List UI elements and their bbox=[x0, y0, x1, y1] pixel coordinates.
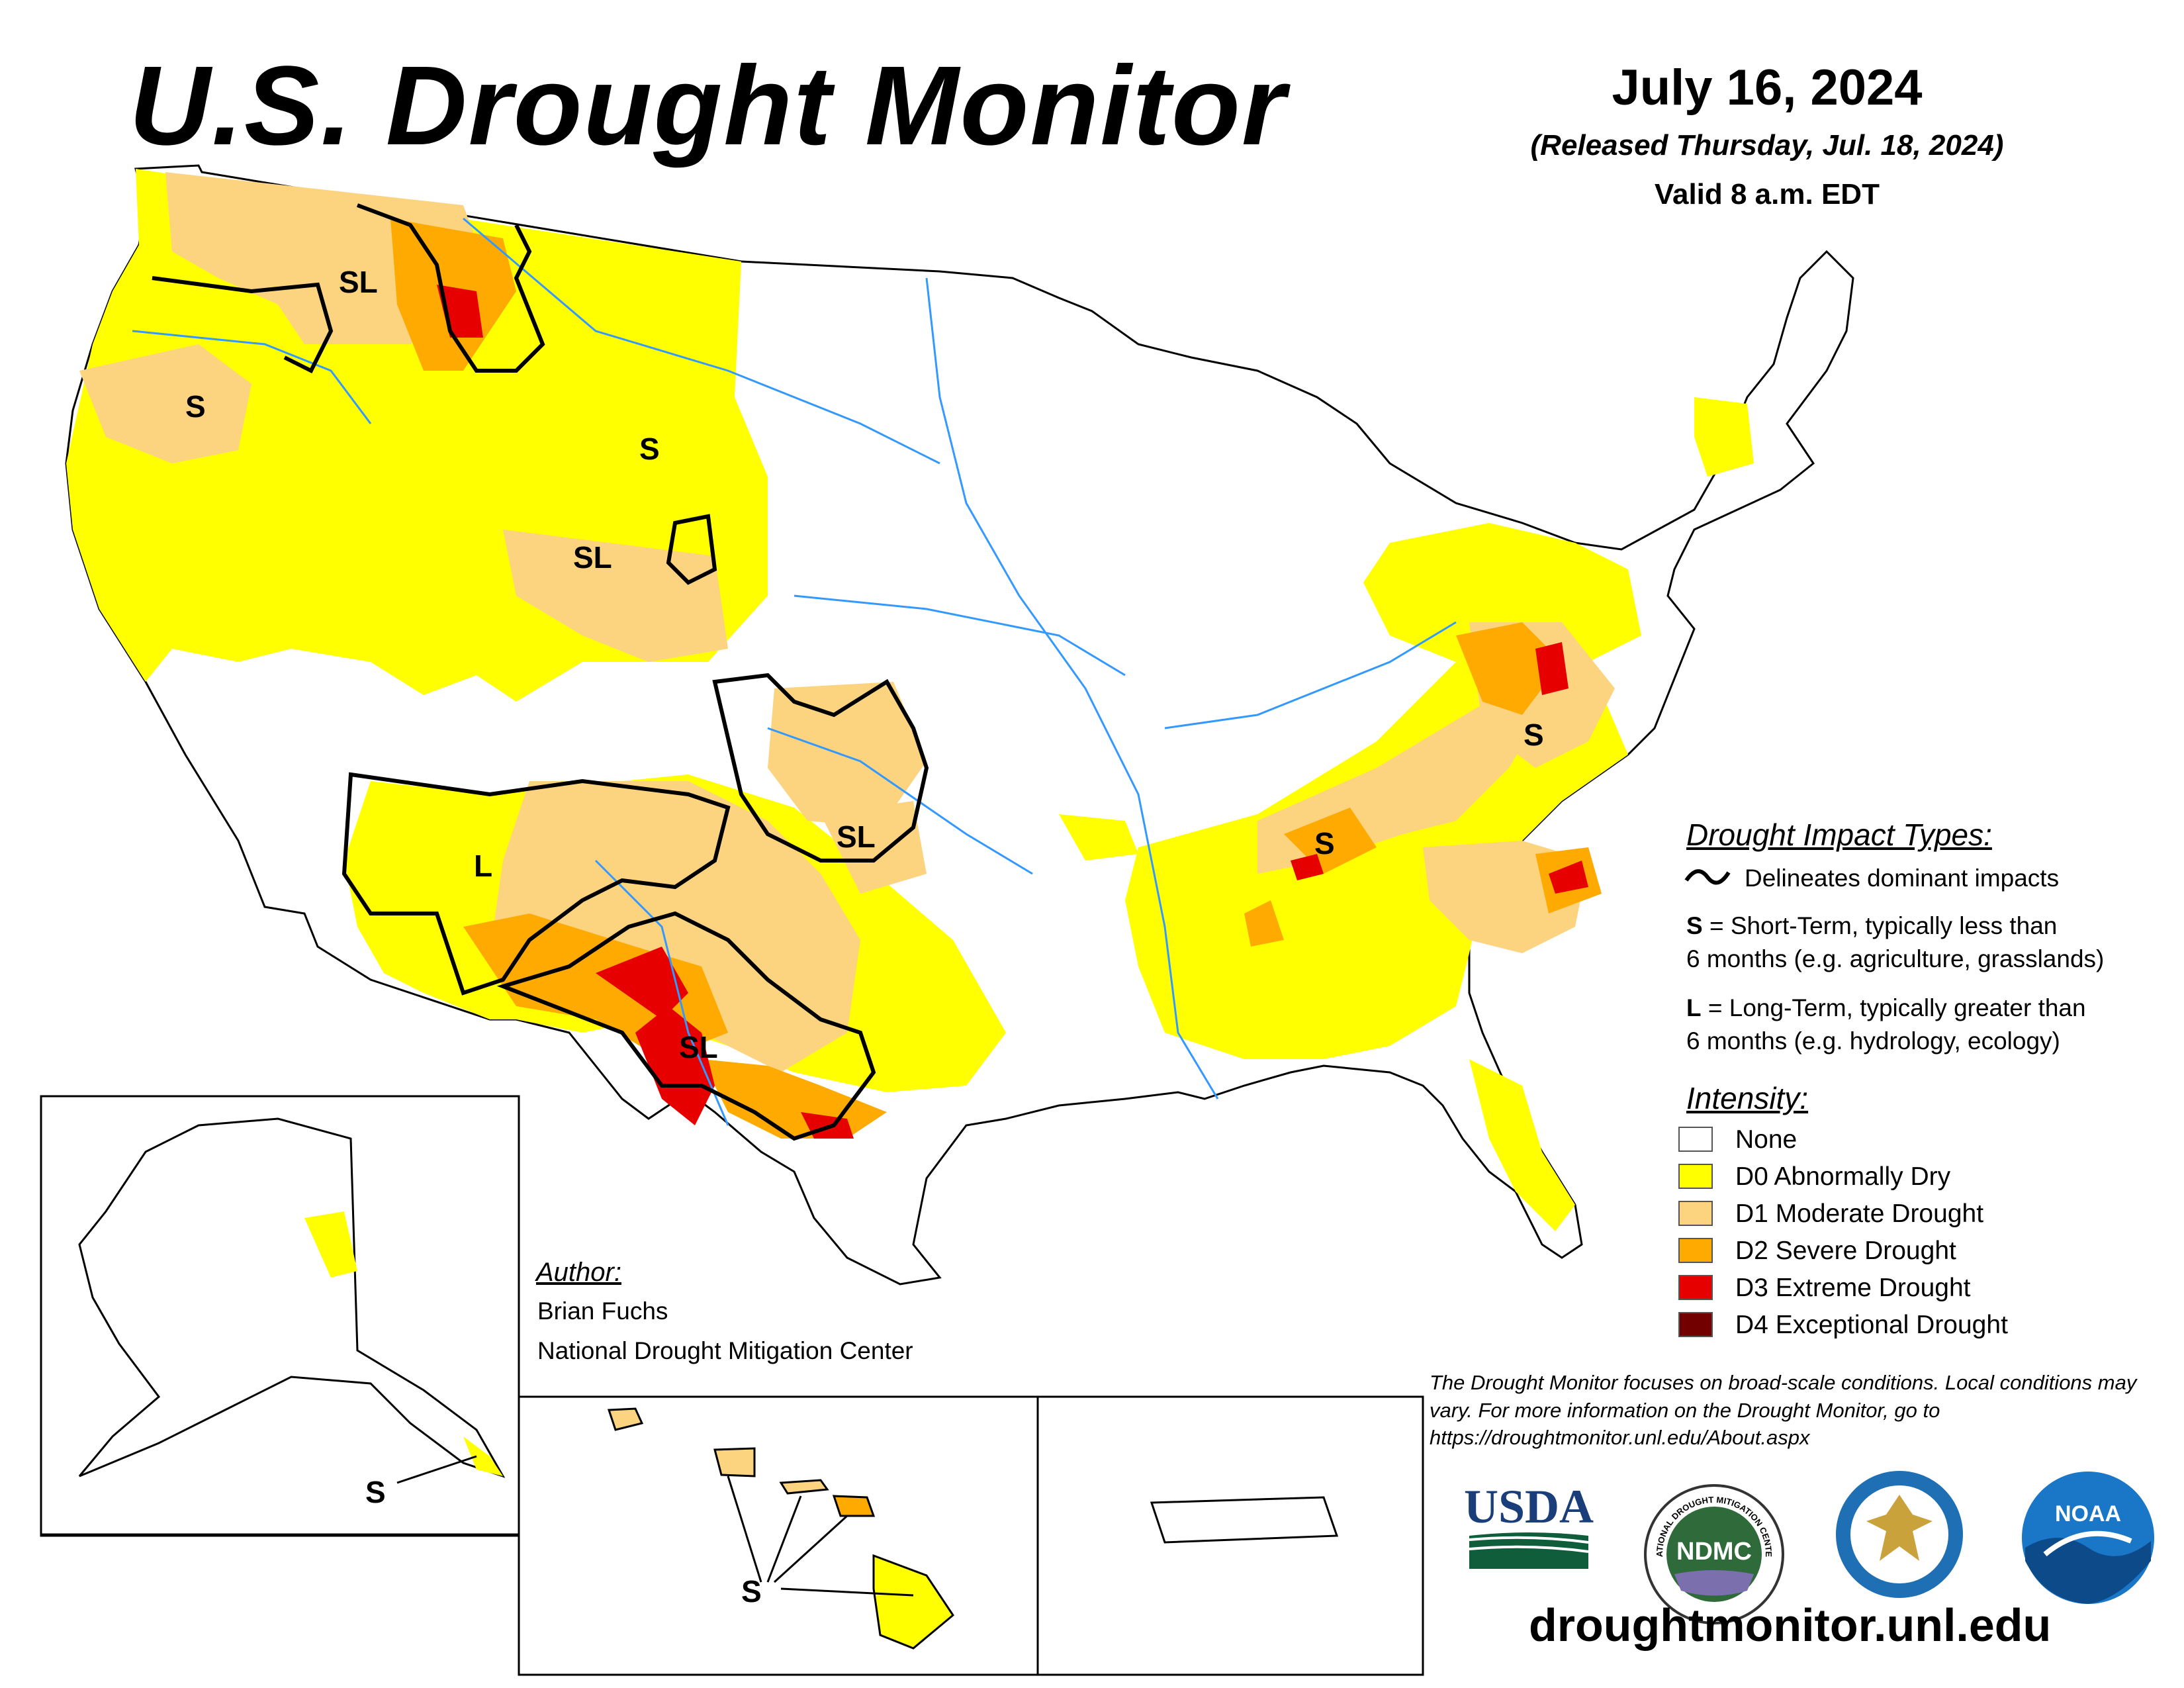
ndmc-logo: NATIONAL DROUGHT MITIGATION CENTER NDMC bbox=[1641, 1481, 1784, 1624]
delineates-text: Delineates dominant impacts bbox=[1745, 865, 2060, 892]
rivers bbox=[132, 217, 1457, 1126]
author-organization: National Drought Mitigation Center bbox=[537, 1337, 913, 1364]
intensity-swatch bbox=[1678, 1275, 1713, 1300]
alaska-outline bbox=[78, 1117, 506, 1478]
intensity-label: None bbox=[1735, 1125, 1797, 1154]
label-sl-wyoming: SL bbox=[573, 540, 612, 575]
valid-time: Valid 8 a.m. EDT bbox=[1655, 178, 1880, 211]
author-heading: Author: bbox=[536, 1258, 621, 1287]
ndmc-logo-text: NDMC bbox=[1676, 1538, 1752, 1566]
long-term-desc: L = Long-Term, typically greater than 6 … bbox=[1686, 992, 2086, 1058]
l-desc-2: 6 months (e.g. hydrology, ecology) bbox=[1686, 1027, 2060, 1055]
label-l-arizona: L bbox=[474, 849, 492, 883]
noaa-logo-text: NOAA bbox=[2055, 1501, 2121, 1526]
short-term-desc: S = Short-Term, typically less than 6 mo… bbox=[1686, 910, 2104, 976]
puerto-rico-outline bbox=[1150, 1496, 1339, 1544]
intensity-label: D1 Moderate Drought bbox=[1735, 1199, 1984, 1228]
s-desc-1: = Short-Term, typically less than bbox=[1702, 912, 2058, 939]
impact-line-sample bbox=[1684, 869, 1731, 885]
label-s-oregon: S bbox=[185, 389, 206, 424]
label-s-hawaii: S bbox=[741, 1574, 762, 1609]
label-s-tennessee: S bbox=[1314, 826, 1335, 861]
intensity-swatch bbox=[1678, 1201, 1713, 1226]
intensity-label: D0 Abnormally Dry bbox=[1735, 1162, 1951, 1191]
noaa-logo: NOAA bbox=[2022, 1472, 2154, 1604]
website-url[interactable]: droughtmonitor.unl.edu bbox=[1529, 1599, 2052, 1651]
impact-types-heading: Drought Impact Types: bbox=[1686, 818, 1992, 852]
gull-icon bbox=[2043, 1530, 2132, 1557]
intensity-swatch bbox=[1678, 1312, 1713, 1337]
usda-logo-text: USDA bbox=[1464, 1483, 1594, 1533]
intensity-swatch bbox=[1678, 1238, 1713, 1263]
intensity-label: D2 Severe Drought bbox=[1735, 1237, 1956, 1265]
eagle-icon bbox=[1866, 1495, 1933, 1561]
label-sl-montana: SL bbox=[339, 265, 378, 299]
hawaii-inset bbox=[518, 1395, 1039, 1676]
label-sl-oklahoma: SL bbox=[837, 820, 876, 854]
intensity-swatch bbox=[1678, 1164, 1713, 1189]
intensity-swatch bbox=[1678, 1127, 1713, 1152]
label-s-wyoming: S bbox=[639, 432, 660, 466]
intensity-label: D3 Extreme Drought bbox=[1735, 1274, 1971, 1302]
map-date: July 16, 2024 bbox=[1612, 60, 1923, 116]
release-date: (Released Thursday, Jul. 18, 2024) bbox=[1530, 129, 2004, 162]
usda-logo: USDA bbox=[1464, 1483, 1594, 1569]
commerce-logo bbox=[1836, 1471, 1963, 1598]
label-s-virginia: S bbox=[1524, 718, 1544, 752]
disclaimer-text: The Drought Monitor focuses on broad-sca… bbox=[1430, 1371, 2137, 1450]
s-desc-2: 6 months (e.g. agriculture, grasslands) bbox=[1686, 945, 2105, 972]
label-sl-texas: SL bbox=[679, 1030, 718, 1064]
impact-lines bbox=[152, 203, 929, 1141]
author-name: Brian Fuchs bbox=[537, 1297, 668, 1325]
l-desc-1: = Long-Term, typically greater than bbox=[1701, 994, 2086, 1021]
l-key: L bbox=[1686, 994, 1702, 1021]
intensity-label: D4 Exceptional Drought bbox=[1735, 1311, 2008, 1339]
intensity-heading: Intensity: bbox=[1686, 1081, 1809, 1115]
label-s-alaska: S bbox=[365, 1475, 386, 1509]
page-title: U.S. Drought Monitor bbox=[129, 43, 1287, 169]
d2-areas bbox=[390, 218, 1602, 1139]
s-key: S bbox=[1686, 912, 1703, 939]
